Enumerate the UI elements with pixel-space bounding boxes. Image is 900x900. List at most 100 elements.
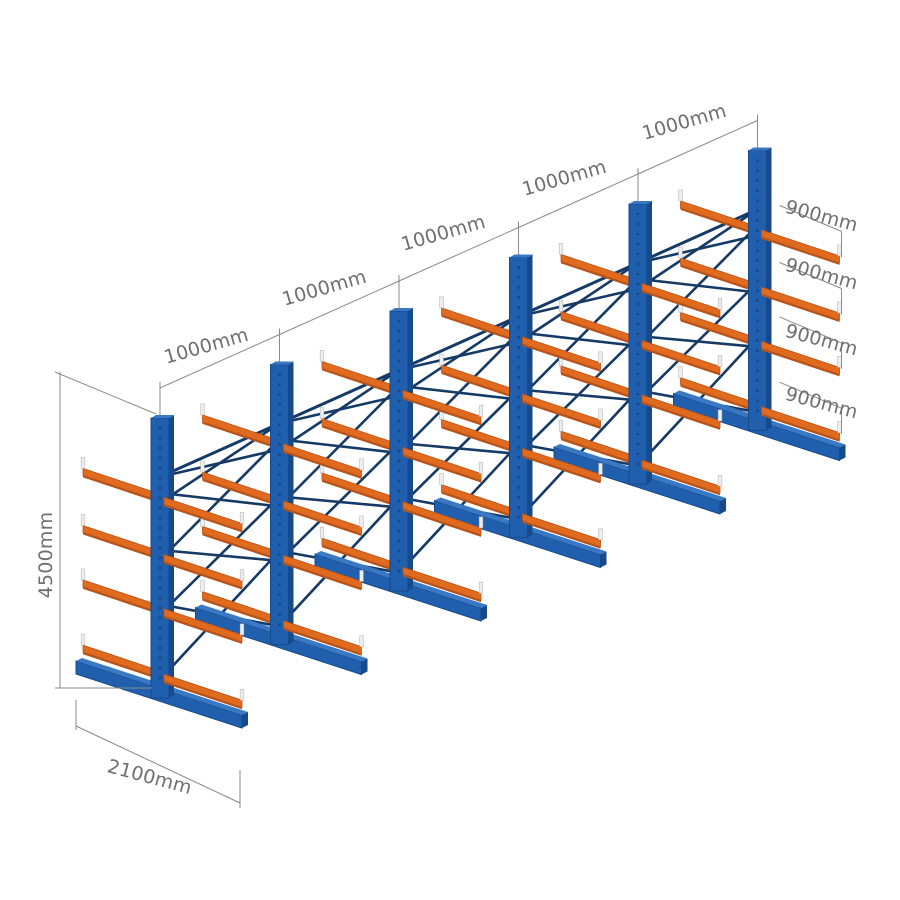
upright-hole <box>397 369 401 373</box>
bay-width-label-5: 1000mm <box>640 100 729 145</box>
upright-assembly-6 <box>673 147 846 462</box>
upright-column-cap <box>390 308 413 311</box>
upright-hole <box>636 382 640 386</box>
upright-hole <box>636 212 640 216</box>
upright-hole <box>278 513 281 516</box>
upright-hole <box>158 636 162 640</box>
upright-hole <box>278 483 281 486</box>
arm-front-right-end-stop <box>598 463 603 475</box>
arm-back-left-end-stop <box>80 457 86 469</box>
upright-hole <box>278 503 281 506</box>
upright-column-side <box>527 254 533 538</box>
upright-hole <box>278 563 281 566</box>
arm-back-left-shade <box>322 479 397 507</box>
upright-hole <box>158 676 162 680</box>
upright-hole <box>756 169 759 172</box>
bracing-diagonal <box>159 548 280 563</box>
upright-hole <box>756 409 759 412</box>
arm-front-right-shade <box>642 467 720 496</box>
upright-hole <box>517 396 520 399</box>
arm-back-left-shade <box>322 368 397 396</box>
upright-hole <box>158 426 162 430</box>
arm-back-left-end-stop <box>319 407 325 419</box>
bracing-layer <box>159 208 759 681</box>
bracing-bar <box>398 315 520 372</box>
upright-hole <box>278 583 281 586</box>
arm-back-left-shade <box>322 545 397 573</box>
arm-front-right-end-stop <box>359 458 364 471</box>
arm-back-left-shade <box>680 319 756 347</box>
upright-hole <box>517 366 520 369</box>
upright-hole <box>517 286 520 289</box>
arm-front-right-shade <box>522 401 601 429</box>
upright-hole <box>636 292 640 296</box>
upright-hole <box>158 616 162 620</box>
arm-front-right-shade <box>761 413 840 442</box>
upright-hole <box>158 486 162 490</box>
upright-hole <box>158 586 162 590</box>
upright-hole <box>756 199 759 202</box>
upright-hole <box>158 506 162 510</box>
arm-front-right-shade <box>164 504 242 533</box>
upright-hole <box>756 189 759 192</box>
arm-back-left-shade <box>202 421 278 449</box>
bracing-bar <box>517 261 639 318</box>
upright-hole <box>158 446 162 450</box>
upright-hole <box>397 529 401 533</box>
arm-back-left-end-stop <box>678 246 683 259</box>
upright-hole <box>397 389 401 393</box>
arm-front-right-shade <box>283 508 362 536</box>
upright-hole <box>158 536 162 540</box>
upright-hole <box>517 516 520 519</box>
arm-front-right-end-stop <box>717 355 723 367</box>
upright-hole <box>278 603 281 606</box>
base-foot-end <box>600 551 607 568</box>
arm-front-right-end-stop <box>717 474 723 487</box>
structure-layer <box>75 147 846 729</box>
upright-hole <box>278 463 281 466</box>
upright-assembly-4 <box>434 254 607 569</box>
arm-back-left <box>82 467 159 501</box>
arm-front-right-end-stop <box>837 301 842 314</box>
upright-hole <box>397 319 401 323</box>
upright-hole <box>397 469 401 473</box>
arm-back-left-end-stop <box>439 353 444 366</box>
upright-hole <box>517 296 520 299</box>
bay-width-label-1: 1000mm <box>162 324 251 369</box>
arm-front-right-shade <box>522 343 601 372</box>
upright-hole <box>756 319 759 322</box>
upright-column-cap <box>509 254 533 258</box>
arm-front-right-end-stop <box>837 421 842 433</box>
upright-hole <box>756 379 759 382</box>
upright-hole <box>636 362 640 366</box>
upright-hole <box>517 496 520 499</box>
arm-back-left-shade <box>202 479 278 506</box>
arm-back-left-shade <box>83 586 158 614</box>
upright-hole <box>278 593 281 596</box>
arm-front-right-shade <box>164 681 242 710</box>
upright-hole <box>278 453 281 456</box>
upright-hole <box>158 576 162 580</box>
arm-back-left-shade <box>83 475 158 503</box>
arm-front-right-shade <box>761 348 840 377</box>
upright-hole <box>278 373 281 376</box>
arm-back-left-end-stop <box>200 460 205 473</box>
base-foot-end <box>361 658 368 675</box>
arm-length-dimension-line <box>779 262 842 289</box>
upright-hole <box>756 359 759 362</box>
bracing-diagonal <box>279 438 400 455</box>
upright-hole <box>756 219 759 222</box>
arm-back-left-end-stop <box>200 580 205 592</box>
upright-hole <box>158 546 162 550</box>
upright-hole <box>517 316 520 319</box>
arm-back-left-shade <box>561 261 636 289</box>
upright-hole <box>158 456 162 460</box>
upright-column-side <box>408 308 413 591</box>
upright-hole <box>397 439 401 443</box>
arm-back-left-shade <box>441 372 517 399</box>
upright-hole <box>158 526 162 530</box>
bracing-diagonal <box>518 388 639 402</box>
arm-front-right-shade <box>403 454 481 483</box>
upright-hole <box>636 422 640 426</box>
bay-width-dimension-line <box>398 227 519 282</box>
